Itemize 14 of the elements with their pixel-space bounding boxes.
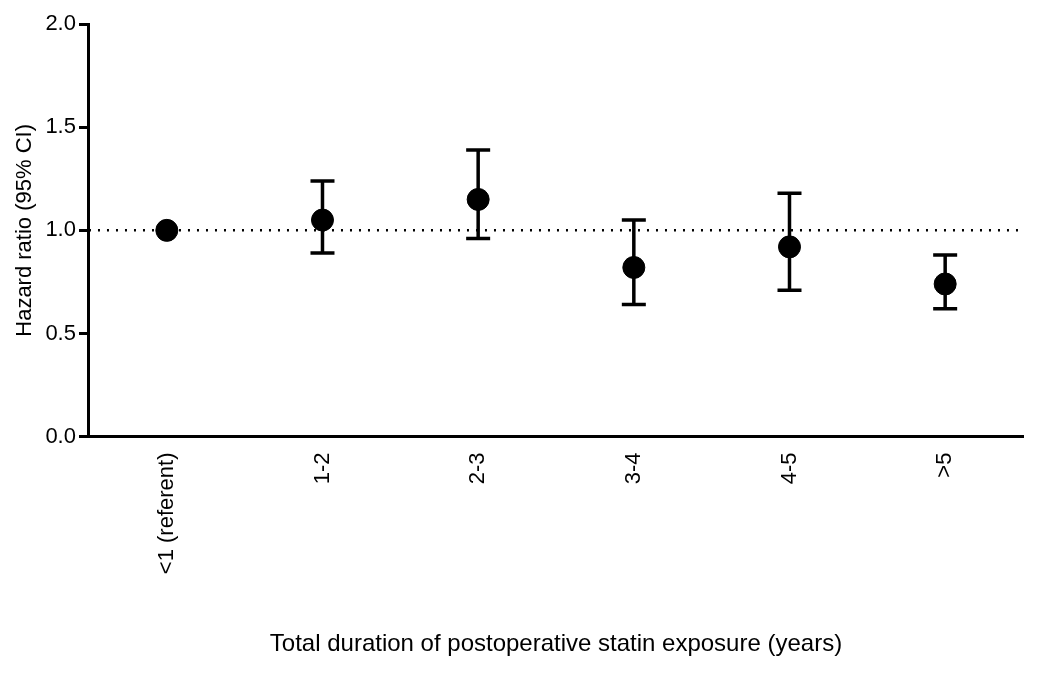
x-tick-label: 1-2 [308,452,334,485]
x-tick-label: >5 [931,452,957,478]
y-tick-label: 1.5 [45,113,76,139]
y-tick-label: 0.5 [45,319,76,345]
y-tick-label: 0.0 [45,422,76,448]
y-tick-label: 2.0 [45,10,76,36]
y-axis-title: Hazard ratio (95% CI) [11,123,37,337]
x-tick-label: 4-5 [775,452,801,485]
x-tick-label: <1 (referent) [152,452,178,575]
x-tick-label: 3-4 [619,452,645,485]
x-axis-title: Total duration of postoperative statin exposure (years) [269,629,843,657]
y-tick-label: 1.0 [45,216,76,242]
point [155,218,179,242]
x-tick-label: 2-3 [464,452,490,485]
